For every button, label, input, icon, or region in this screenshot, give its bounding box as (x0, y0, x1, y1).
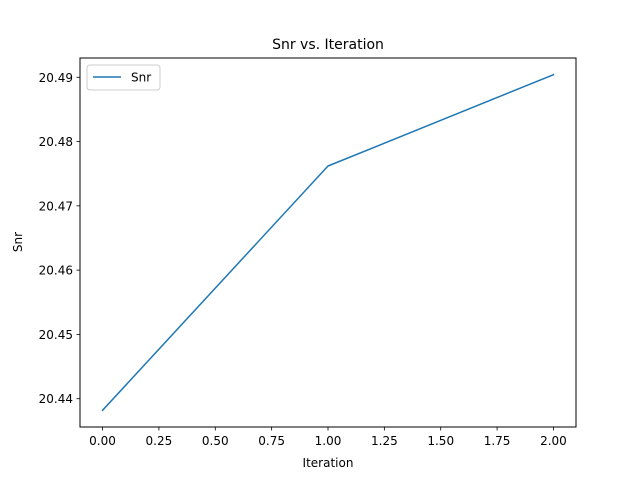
legend: Snr (86, 64, 161, 91)
x-tick-label: 0.00 (89, 434, 116, 448)
x-tick-label: 0.75 (258, 434, 285, 448)
x-tick-label: 1.50 (427, 434, 454, 448)
y-tick-label: 20.44 (39, 392, 73, 406)
series-line-snr (101, 73, 555, 412)
y-tick-label: 20.45 (39, 328, 73, 342)
plot-content (101, 73, 555, 412)
legend-box (86, 64, 161, 91)
x-tick-label: 1.25 (371, 434, 398, 448)
chart-title: Snr vs. Iteration (272, 37, 384, 53)
x-tick-label: 1.75 (484, 434, 511, 448)
y-tick-label: 20.47 (39, 199, 73, 213)
x-tick-label: 2.00 (540, 434, 567, 448)
y-tick-label: 20.49 (39, 71, 73, 85)
y-axis-label: Snr (11, 232, 25, 252)
x-tick-label: 0.25 (146, 434, 173, 448)
y-tick-label: 20.46 (39, 264, 73, 278)
y-axis-ticks: 20.44 20.45 20.46 20.47 20.48 20.49 (39, 71, 80, 406)
x-tick-label: 1.00 (315, 434, 342, 448)
y-tick-label: 20.48 (39, 135, 73, 149)
plot-frame (79, 57, 577, 428)
legend-label: Snr (131, 71, 151, 85)
x-axis-ticks: 0.00 0.25 0.50 0.75 1.00 1.25 1.50 1.75 2.00 (89, 427, 567, 448)
x-tick-label: 0.50 (202, 434, 229, 448)
x-axis-label: Iteration (303, 456, 354, 470)
